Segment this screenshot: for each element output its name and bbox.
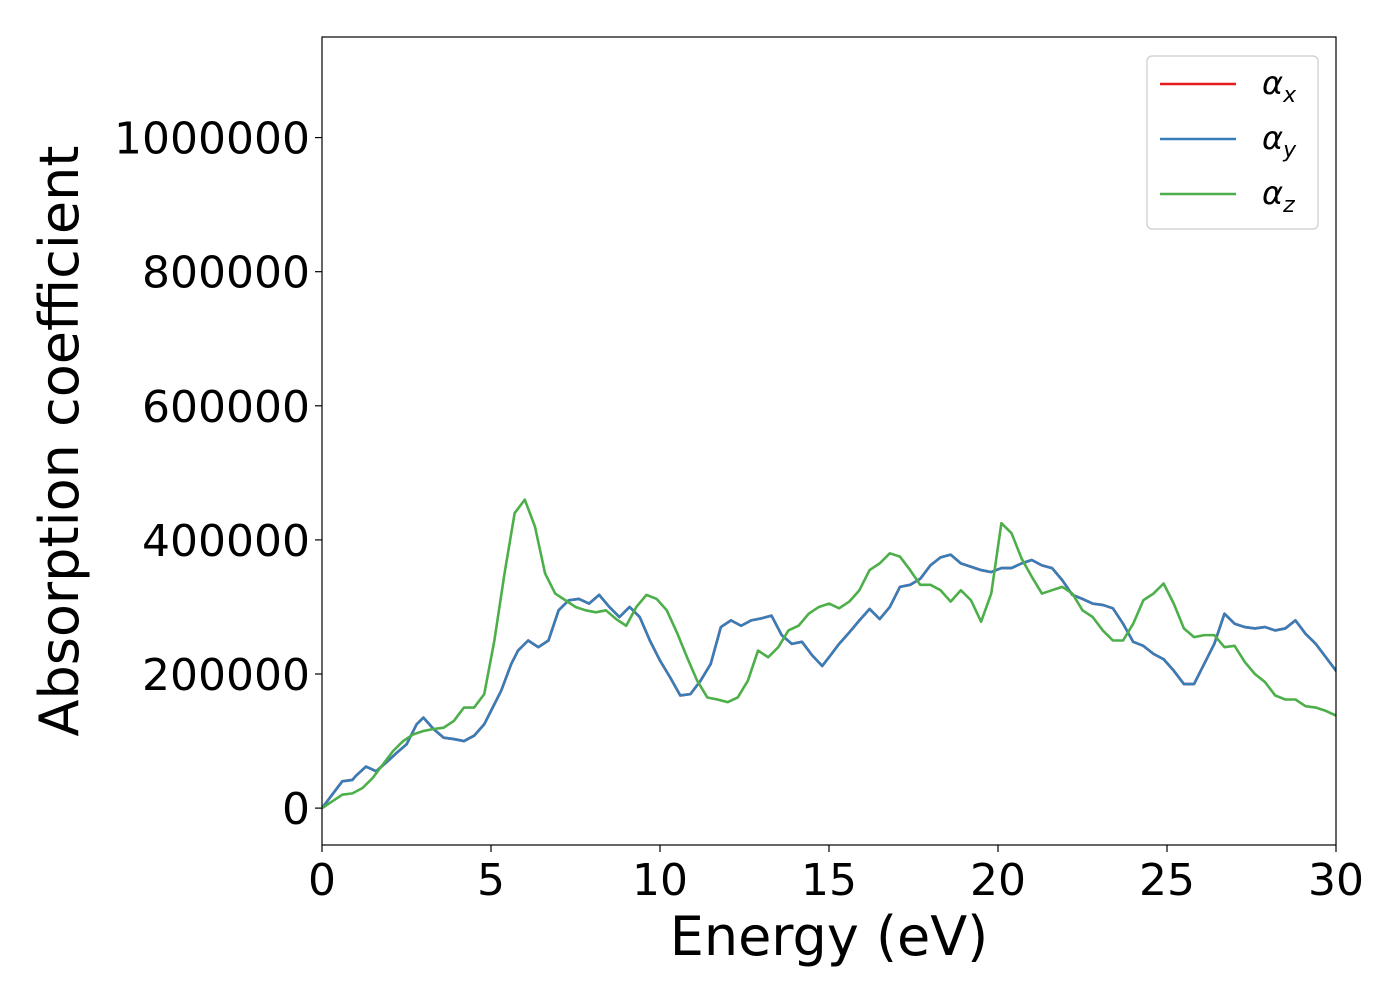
y-tick-label: 1000000 xyxy=(114,114,310,165)
legend-subscript: z xyxy=(1282,193,1295,218)
x-tick-label: 10 xyxy=(632,855,688,906)
y-tick-label: 200000 xyxy=(142,650,310,701)
series-line-z xyxy=(322,498,1336,810)
legend-subscript: y xyxy=(1282,138,1297,163)
y-tick-label: 600000 xyxy=(142,382,310,433)
legend-subscript: x xyxy=(1282,83,1297,108)
x-axis-ticks: 0 5 10 15 20 25 30 xyxy=(308,845,1364,906)
x-axis-title: Energy (eV) xyxy=(670,905,989,968)
legend-symbol: α xyxy=(1262,64,1283,102)
y-tick-label: 400000 xyxy=(142,516,310,567)
x-tick-label: 25 xyxy=(1139,855,1195,906)
y-tick-label: 0 xyxy=(282,784,310,835)
series-layer xyxy=(322,498,1336,810)
x-tick-label: 5 xyxy=(477,855,505,906)
series-line-y xyxy=(322,553,1336,810)
x-tick-label: 0 xyxy=(308,855,336,906)
legend-label-x: αx xyxy=(1262,64,1297,108)
legend-symbol: α xyxy=(1262,174,1283,212)
y-tick-label: 800000 xyxy=(142,248,310,299)
legend-label-y: αy xyxy=(1262,119,1297,163)
x-tick-label: 30 xyxy=(1308,855,1364,906)
legend-label-z: αz xyxy=(1262,174,1295,218)
x-tick-label: 15 xyxy=(801,855,857,906)
legend-box xyxy=(1146,55,1319,230)
x-tick-label: 20 xyxy=(970,855,1026,906)
y-axis-ticks: 0 200000 400000 600000 800000 1000000 xyxy=(114,114,322,835)
y-axis-title: Absorption coefficient xyxy=(28,146,91,737)
legend-symbol: α xyxy=(1262,119,1283,157)
